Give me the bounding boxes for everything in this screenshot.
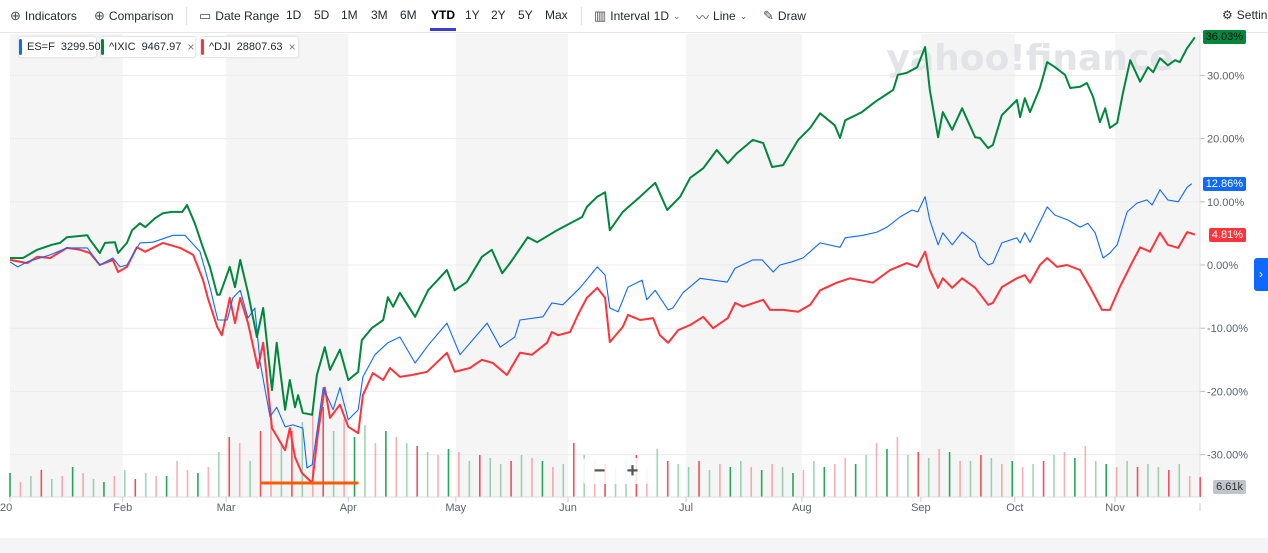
series-color-swatch [101, 39, 104, 55]
calendar-icon: ▭ [199, 8, 212, 23]
settings-label: Settin [1236, 8, 1268, 22]
range-1m[interactable]: 1M [341, 8, 358, 22]
series-line-ixic [10, 36, 1196, 416]
x-tick-label: Apr [340, 502, 357, 514]
date-range-button[interactable]: ▭ Date Range [199, 8, 279, 24]
interval-dropdown[interactable]: ▥ Interval 1D ⌄ [594, 8, 681, 24]
close-icon[interactable]: × [187, 40, 195, 54]
x-tick-label: Sep [911, 502, 931, 514]
chart-type-label: Line [713, 9, 736, 23]
ixic-last-value-label: 36.03% [1202, 30, 1246, 44]
comparison-button[interactable]: ⊕ Comparison [94, 8, 174, 24]
zoom-controls: − + [583, 458, 649, 484]
legend-symbol: ES=F [27, 41, 55, 53]
y-tick-label: -30.00% [1207, 450, 1248, 462]
range-2y[interactable]: 2Y [491, 8, 506, 22]
draw-button[interactable]: ✎ Draw [763, 8, 806, 24]
legend-chip-dji[interactable]: ^DJI 28807.63 × [200, 36, 299, 58]
range-ytd[interactable]: YTD [430, 8, 456, 31]
series-line-esf [9, 183, 1193, 469]
range-5d[interactable]: 5D [314, 8, 330, 22]
dji-last-value-label: 4.81% [1208, 228, 1246, 242]
y-tick-label: 20.00% [1207, 134, 1245, 146]
interval-label: Interval [610, 9, 650, 23]
scroll-right-button[interactable]: › [1254, 258, 1268, 291]
gear-icon: ⚙ [1222, 8, 1233, 22]
interval-icon: ▥ [594, 8, 607, 23]
plus-circle-icon: ⊕ [10, 8, 21, 23]
legend-value: 28807.63 [236, 41, 283, 53]
y-tick-label: -20.00% [1207, 386, 1248, 398]
range-1d[interactable]: 1D [286, 8, 302, 22]
zoom-in-button[interactable]: + [626, 460, 639, 482]
volume-last-value-label: 6.61k [1213, 480, 1246, 494]
legend-value: 3299.50 [60, 41, 101, 53]
range-3m[interactable]: 3M [371, 8, 388, 22]
x-tick-label: Jun [559, 502, 577, 514]
range-6m[interactable]: 6M [400, 8, 417, 22]
zoom-out-button[interactable]: − [593, 460, 606, 482]
legend-symbol: ^IXIC [109, 41, 136, 53]
series-color-swatch [19, 39, 22, 55]
settings-button[interactable]: ⚙ Settin [1222, 8, 1267, 22]
chart-toolbar: ⊕ Indicators ⊕ Comparison ▭ Date Range 1D 5… [0, 0, 1268, 33]
date-range-label: Date Range [215, 9, 280, 23]
range-1y[interactable]: 1Y [465, 8, 480, 22]
legend-chip-ixic[interactable]: ^IXIC 9467.97 × [100, 36, 196, 58]
x-tick-label: Nov [1105, 502, 1125, 514]
indicators-button[interactable]: ⊕ Indicators [10, 8, 77, 24]
x-tick-label: Jul [679, 502, 693, 514]
x-tick-label: 2020 [0, 502, 12, 514]
series-line-dji [9, 231, 1196, 484]
y-tick-label: 30.00% [1207, 70, 1245, 82]
y-tick-label: 10.00% [1207, 197, 1245, 209]
range-max[interactable]: Max [545, 8, 568, 22]
divider [186, 7, 187, 25]
x-tick-label: May [445, 502, 466, 514]
line-chart-icon: 〰 [696, 9, 710, 25]
indicators-label: Indicators [24, 9, 77, 23]
draw-label: Draw [777, 9, 806, 23]
range-5y[interactable]: 5Y [518, 8, 533, 22]
legend-symbol: ^DJI [209, 41, 231, 53]
legend-value: 9467.97 [141, 41, 182, 53]
legend-chip-es-f[interactable]: ES=F 3299.50 [18, 36, 101, 58]
x-tick-label: Oct [1006, 502, 1023, 514]
plus-circle-icon: ⊕ [94, 8, 105, 23]
x-tick-label: Mar [217, 502, 236, 514]
footer-bar [0, 538, 1268, 553]
pencil-icon: ✎ [763, 8, 774, 23]
x-tick-label: Feb [113, 502, 132, 514]
y-tick-label: -10.00% [1207, 323, 1248, 335]
y-tick-label: 0.00% [1207, 260, 1238, 272]
series-color-swatch [201, 39, 204, 55]
es-f-last-value-label: 12.86% [1202, 177, 1246, 191]
close-icon[interactable]: × [288, 40, 296, 54]
divider [581, 7, 582, 25]
chevron-down-icon: ⌄ [739, 10, 748, 21]
chevron-down-icon: ⌄ [673, 10, 681, 21]
chart-type-dropdown[interactable]: 〰 Line ⌄ [696, 8, 748, 25]
yahoo-finance-watermark: yahoo!finance [886, 38, 1173, 79]
comparison-label: Comparison [108, 9, 174, 23]
comparison-chart[interactable]: yahoo!finance 30.00% 20.00% 10.00% 0.00% -10… [0, 0, 1268, 538]
x-tick-label: Aug [792, 502, 812, 514]
interval-value: 1D [653, 9, 669, 23]
